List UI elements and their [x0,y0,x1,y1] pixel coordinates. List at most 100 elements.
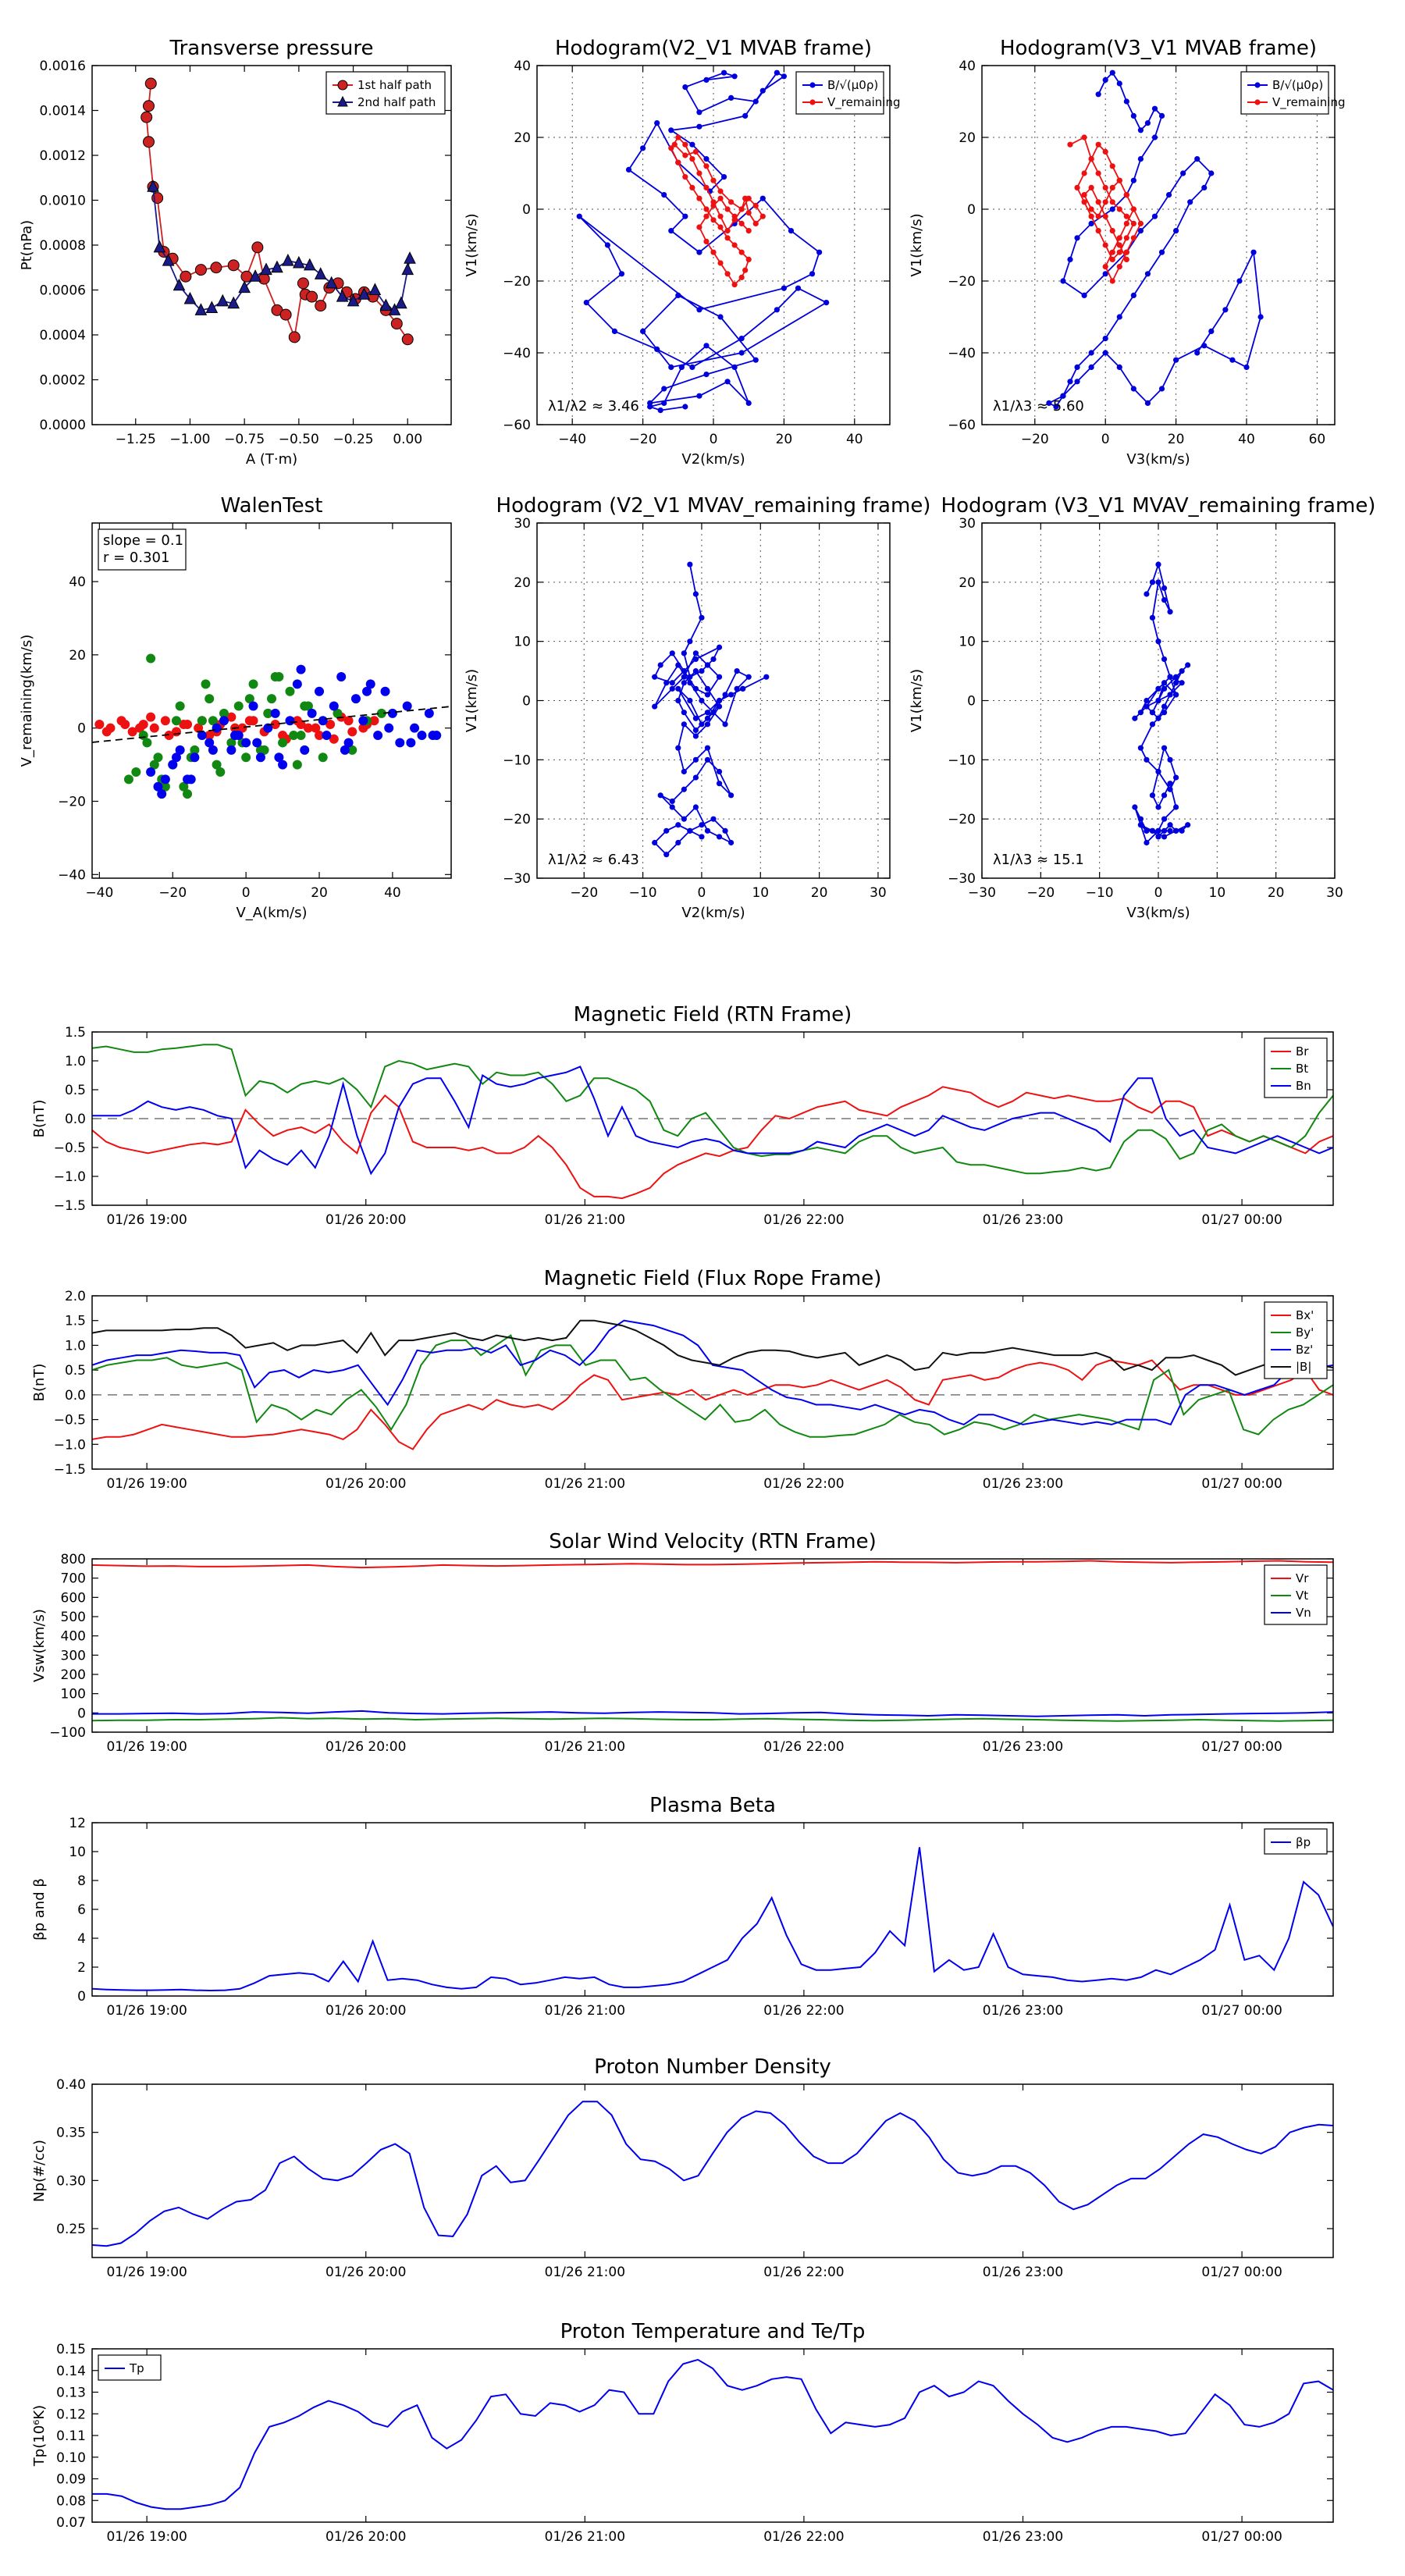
data-point [1144,591,1150,597]
data-point [722,827,728,834]
data-point [663,827,670,834]
data-point [1102,148,1108,155]
legend-marker [809,99,816,105]
data-point [1137,745,1144,751]
data-point [230,731,240,741]
data-point [704,745,711,751]
y-tick-label: 0.07 [56,2515,86,2531]
data-point [1173,674,1179,680]
data-point [120,719,130,729]
data-point [1123,256,1129,262]
data-point [745,674,752,680]
legend-item: V_remaining [1247,95,1346,110]
plot-frame [91,1558,1334,1733]
data-point [1144,697,1150,704]
data-point [1109,184,1115,190]
x-tick-label: 01/26 22:00 [763,2265,844,2280]
data-point [208,716,218,726]
data-point [1257,314,1264,320]
data-point [410,723,420,733]
y-tick-label: −30 [948,871,976,887]
data-point [336,672,347,682]
data-point [1116,264,1122,270]
data-point [333,708,343,718]
y-tick-label: −40 [58,867,86,883]
legend-marker [337,95,348,107]
data-point [1167,609,1173,615]
series-bx- [92,1359,1333,1450]
data-point [1116,314,1122,320]
x-tick-label: 01/26 20:00 [325,2529,406,2545]
data-point [722,721,728,728]
data-point [1109,249,1115,255]
legend-label: B/√(μ0ρ) [1272,78,1323,92]
y-tick-label: 0.14 [56,2364,86,2379]
data-point [205,731,215,741]
regression-line [92,706,451,743]
data-point [657,792,663,799]
data-point [1155,804,1161,810]
data-point [742,112,749,119]
x-tick-label: 01/26 23:00 [983,1212,1063,1228]
chart-h3: Hodogram (V2_V1 MVAV_remaining frame) −20… [464,494,930,921]
data-point [1137,822,1144,828]
data-point [710,249,717,255]
y-tick-label: 0.5 [65,1083,86,1098]
data-point [1137,816,1144,822]
data-point [94,719,105,729]
data-point [696,170,702,176]
data-point [703,206,710,212]
y-tick-label: 0.0016 [40,59,86,74]
data-point [226,745,237,755]
data-point [745,228,752,234]
data-point [745,195,752,201]
chart-walen: WalenTest −40 −20 0 20 40 −40 −20 0 20 40 V_A(km/s)… [19,494,452,921]
legend-marker [809,82,816,88]
x-tick-label: 01/27 00:00 [1201,1212,1282,1228]
data-point [274,753,284,763]
y-tick-label: 0.08 [56,2493,86,2509]
x-tick-label: 60 [1309,432,1326,447]
y-tick-label: 0.0 [65,1388,86,1404]
x-tick-label: 20 [776,432,793,447]
y-tick-label: −20 [503,274,531,290]
data-point [1149,710,1156,716]
data-point [710,656,717,663]
data-point [1095,228,1101,234]
data-point [675,839,681,846]
plot-area [92,2101,1333,2247]
y-tick-label: −20 [503,812,531,827]
data-point [197,716,207,726]
data-point [669,685,675,692]
data-point [292,679,302,689]
data-point [315,300,327,312]
x-tick-label: 40 [1238,432,1255,447]
data-point [179,719,189,729]
data-point [1161,680,1168,686]
lambda-ratio-label: λ1/λ3 ≈ 15.1 [993,852,1084,868]
x-tick-label: 10 [752,885,769,901]
x-tick-label: 01/27 00:00 [1201,2265,1282,2280]
data-point [205,694,215,704]
data-point [1173,804,1179,810]
legend-item: Vr [1271,1571,1309,1585]
data-point [237,723,247,733]
y-tick-label: 30 [514,516,531,532]
data-point [1095,91,1101,98]
data-point [738,350,745,356]
y-tick-label: 400 [61,1629,86,1645]
data-point [1167,786,1173,792]
data-point [303,258,316,271]
data-point [1137,710,1144,716]
data-point [1173,774,1179,781]
x-tick-label: 01/27 00:00 [1201,2529,1282,2545]
y-tick-label: 0.35 [56,2126,86,2141]
x-tick-label: 40 [384,885,401,901]
data-point [343,716,354,726]
data-point [681,710,687,716]
data-point [358,716,368,726]
data-point [682,174,688,180]
y-tick-label: 30 [959,516,976,532]
data-point [1116,80,1122,87]
series-line [92,1086,1333,1200]
